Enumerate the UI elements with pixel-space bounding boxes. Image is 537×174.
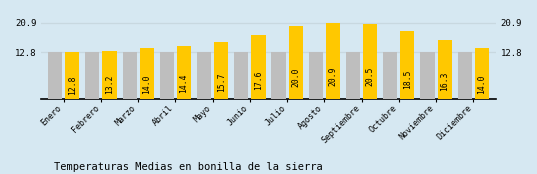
Text: 20.0: 20.0: [291, 68, 300, 87]
Text: 18.5: 18.5: [403, 69, 412, 89]
Text: 17.6: 17.6: [254, 70, 263, 90]
Text: Temperaturas Medias en bonilla de la sierra: Temperaturas Medias en bonilla de la sie…: [54, 162, 322, 172]
Text: 15.7: 15.7: [217, 72, 226, 92]
Text: 16.3: 16.3: [440, 72, 449, 91]
Text: 13.2: 13.2: [105, 75, 114, 94]
Bar: [309, 52, 323, 99]
Bar: [438, 39, 452, 99]
Text: 14.0: 14.0: [142, 74, 151, 94]
Bar: [177, 46, 191, 99]
Bar: [475, 48, 489, 99]
Bar: [458, 52, 472, 99]
Text: 12.8: 12.8: [68, 75, 77, 95]
Bar: [288, 26, 303, 99]
Text: 14.4: 14.4: [179, 74, 188, 93]
Bar: [214, 42, 228, 99]
Bar: [103, 51, 117, 99]
Bar: [140, 48, 154, 99]
Bar: [85, 52, 99, 99]
Bar: [122, 52, 137, 99]
Bar: [65, 52, 79, 99]
Text: 20.5: 20.5: [366, 67, 375, 86]
Bar: [251, 35, 265, 99]
Bar: [234, 52, 249, 99]
Bar: [400, 31, 415, 99]
Bar: [326, 23, 340, 99]
Bar: [48, 52, 62, 99]
Text: 14.0: 14.0: [477, 74, 487, 94]
Text: 20.9: 20.9: [329, 66, 337, 86]
Bar: [383, 52, 397, 99]
Bar: [272, 52, 286, 99]
Bar: [197, 52, 211, 99]
Bar: [420, 52, 434, 99]
Bar: [160, 52, 174, 99]
Bar: [363, 24, 377, 99]
Bar: [346, 52, 360, 99]
